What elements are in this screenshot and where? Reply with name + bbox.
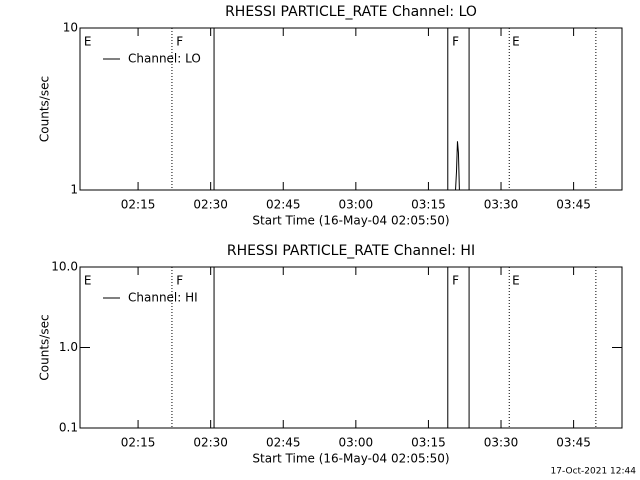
x-tick-label: 03:00 bbox=[339, 198, 374, 212]
legend-label: Channel: LO bbox=[128, 52, 201, 66]
event-label: F bbox=[176, 35, 183, 49]
x-axis-label: Start Time (16-May-04 02:05:50) bbox=[252, 214, 449, 228]
x-tick-label: 03:15 bbox=[411, 198, 446, 212]
x-tick-label: 02:30 bbox=[193, 436, 228, 450]
x-tick-label: 03:30 bbox=[484, 436, 519, 450]
chart-title: RHESSI PARTICLE_RATE Channel: LO bbox=[225, 4, 477, 20]
y-axis-label: Counts/sec bbox=[38, 314, 52, 380]
y-axis-label: Counts/sec bbox=[38, 76, 52, 142]
x-tick-label: 02:45 bbox=[266, 436, 301, 450]
data-line bbox=[450, 141, 461, 191]
event-label: F bbox=[176, 274, 183, 288]
event-label: E bbox=[512, 274, 520, 288]
x-tick-label: 03:45 bbox=[556, 436, 591, 450]
x-tick-label: 02:30 bbox=[193, 198, 228, 212]
x-tick-label: 03:45 bbox=[556, 198, 591, 212]
x-tick-label: 03:15 bbox=[411, 436, 446, 450]
event-label: E bbox=[512, 35, 520, 49]
y-tick-label: 10.0 bbox=[51, 260, 78, 274]
plot-frame bbox=[79, 27, 623, 191]
x-tick-label: 02:15 bbox=[121, 198, 156, 212]
x-tick-label: 02:15 bbox=[121, 436, 156, 450]
y-tick-label: 1.0 bbox=[59, 340, 78, 354]
event-label: E bbox=[84, 274, 92, 288]
legend-label: Channel: HI bbox=[128, 291, 198, 305]
event-label: F bbox=[452, 274, 459, 288]
y-tick-label: 10 bbox=[63, 21, 78, 35]
x-tick-label: 03:30 bbox=[484, 198, 519, 212]
x-tick-label: 03:00 bbox=[339, 436, 374, 450]
y-tick-label: 0.1 bbox=[59, 421, 78, 435]
event-label: F bbox=[452, 35, 459, 49]
x-axis-label: Start Time (16-May-04 02:05:50) bbox=[252, 452, 449, 466]
chart-title: RHESSI PARTICLE_RATE Channel: HI bbox=[227, 243, 475, 259]
event-label: E bbox=[84, 35, 92, 49]
x-tick-label: 02:45 bbox=[266, 198, 301, 212]
timestamp: 17-Oct-2021 12:44 bbox=[551, 467, 637, 477]
y-tick-label: 1 bbox=[70, 183, 78, 197]
